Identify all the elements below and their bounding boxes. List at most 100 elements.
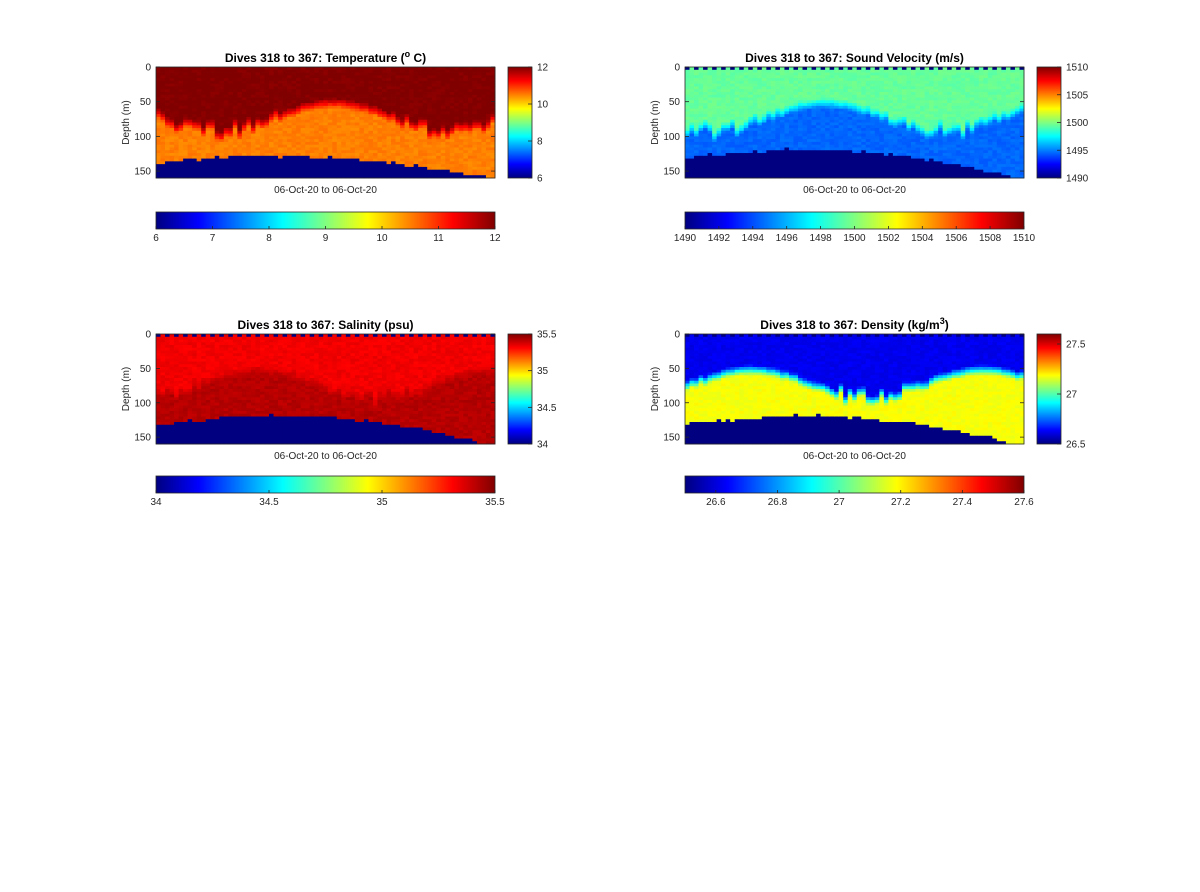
heatmap-cell: [259, 89, 265, 93]
heatmap-cell: [766, 89, 772, 93]
heatmap-cell: [816, 128, 821, 132]
heatmap-cell: [246, 133, 252, 137]
heatmap-cell: [174, 130, 179, 134]
heatmap-cell: [192, 97, 198, 101]
heatmap-cell: [861, 91, 867, 96]
heatmap-cell: [314, 139, 320, 143]
heatmap-cell: [372, 153, 378, 157]
heatmap-cell: [825, 75, 831, 79]
heatmap-cell: [165, 158, 170, 162]
heatmap-cell: [431, 80, 437, 85]
heatmap-cell: [354, 164, 360, 168]
heatmap-cell: [698, 166, 704, 171]
heatmap-cell: [730, 166, 736, 171]
heatmap-cell: [223, 80, 229, 85]
heatmap-cell: [856, 122, 862, 126]
heatmap-cell: [160, 153, 166, 157]
heatmap-cell: [386, 83, 392, 87]
heatmap-cell: [431, 172, 437, 176]
heatmap-cell: [888, 86, 894, 90]
heatmap-cell: [404, 169, 410, 173]
heatmap-cell: [811, 97, 817, 101]
heatmap-cell: [282, 125, 288, 129]
heatmap-cell: [734, 119, 740, 123]
heatmap-cell: [359, 111, 365, 115]
heatmap-cell: [187, 78, 193, 82]
heatmap-cell: [156, 153, 161, 157]
heatmap-cell: [888, 175, 894, 179]
heatmap-cell: [825, 103, 831, 107]
heatmap-cell: [187, 125, 193, 129]
heatmap-cell: [467, 103, 473, 107]
heatmap-cell: [449, 144, 455, 148]
heatmap-cell: [214, 100, 220, 104]
heatmap-cell: [278, 144, 283, 148]
heatmap-cell: [807, 133, 812, 137]
heatmap-cell: [883, 67, 889, 71]
heatmap-cell: [901, 111, 907, 115]
heatmap-cell: [694, 128, 699, 132]
heatmap-cell: [852, 91, 858, 96]
heatmap-cell: [427, 67, 433, 71]
heatmap-cell: [169, 122, 175, 126]
heatmap-cell: [816, 139, 821, 143]
heatmap-cell: [748, 125, 754, 129]
heatmap-cell: [703, 114, 708, 118]
heatmap-cell: [775, 94, 781, 98]
heatmap-cell: [305, 172, 311, 176]
heatmap-cell: [327, 67, 333, 71]
heatmap-cell: [748, 108, 754, 112]
heatmap-cell: [264, 89, 270, 93]
heatmap-cell: [698, 125, 704, 129]
heatmap-cell: [422, 166, 428, 171]
heatmap-cell: [296, 69, 302, 73]
heatmap-cell: [802, 97, 808, 101]
heatmap-cell: [431, 108, 437, 112]
heatmap-cell: [287, 116, 292, 121]
heatmap-cell: [305, 105, 311, 110]
heatmap-cell: [779, 153, 785, 157]
heatmap-cell: [861, 72, 867, 76]
heatmap-cell: [770, 78, 776, 82]
heatmap-cell: [703, 136, 708, 140]
heatmap-cell: [698, 122, 704, 126]
heatmap-cell: [481, 153, 487, 157]
heatmap-cell: [300, 136, 306, 140]
heatmap-cell: [187, 150, 193, 154]
heatmap-cell: [228, 89, 234, 93]
heatmap-cell: [291, 175, 297, 179]
heatmap-cell: [359, 136, 365, 140]
heatmap-cell: [770, 139, 776, 143]
heatmap-cell: [820, 133, 826, 137]
heatmap-cell: [694, 144, 699, 148]
heatmap-cell: [870, 144, 876, 148]
heatmap-cell: [259, 91, 265, 96]
heatmap-cell: [454, 166, 460, 171]
heatmap-cell: [870, 139, 876, 143]
heatmap-cell: [291, 75, 297, 79]
heatmap-cell: [264, 166, 270, 171]
heatmap-cell: [445, 128, 451, 132]
heatmap-cell: [345, 166, 351, 171]
heatmap-cell: [766, 105, 772, 110]
heatmap-cell: [354, 111, 360, 115]
heatmap-cell: [395, 125, 401, 129]
heatmap-cell: [395, 150, 401, 154]
heatmap-cell: [784, 116, 790, 121]
heatmap-cell: [391, 128, 396, 132]
heatmap-cell: [856, 150, 862, 154]
heatmap-cell: [870, 150, 876, 154]
heatmap-cell: [757, 100, 763, 104]
heatmap-cell: [838, 69, 844, 73]
heatmap-cell: [721, 80, 727, 85]
heatmap-cell: [354, 78, 360, 82]
heatmap-cell: [291, 108, 297, 112]
heatmap-cell: [802, 133, 808, 137]
heatmap-cell: [436, 69, 442, 73]
heatmap-cell: [793, 72, 799, 76]
heatmap-cell: [210, 86, 216, 90]
heatmap-cell: [852, 125, 858, 129]
heatmap-cell: [232, 72, 238, 76]
heatmap-cell: [788, 155, 794, 159]
heatmap-cell: [707, 89, 713, 93]
